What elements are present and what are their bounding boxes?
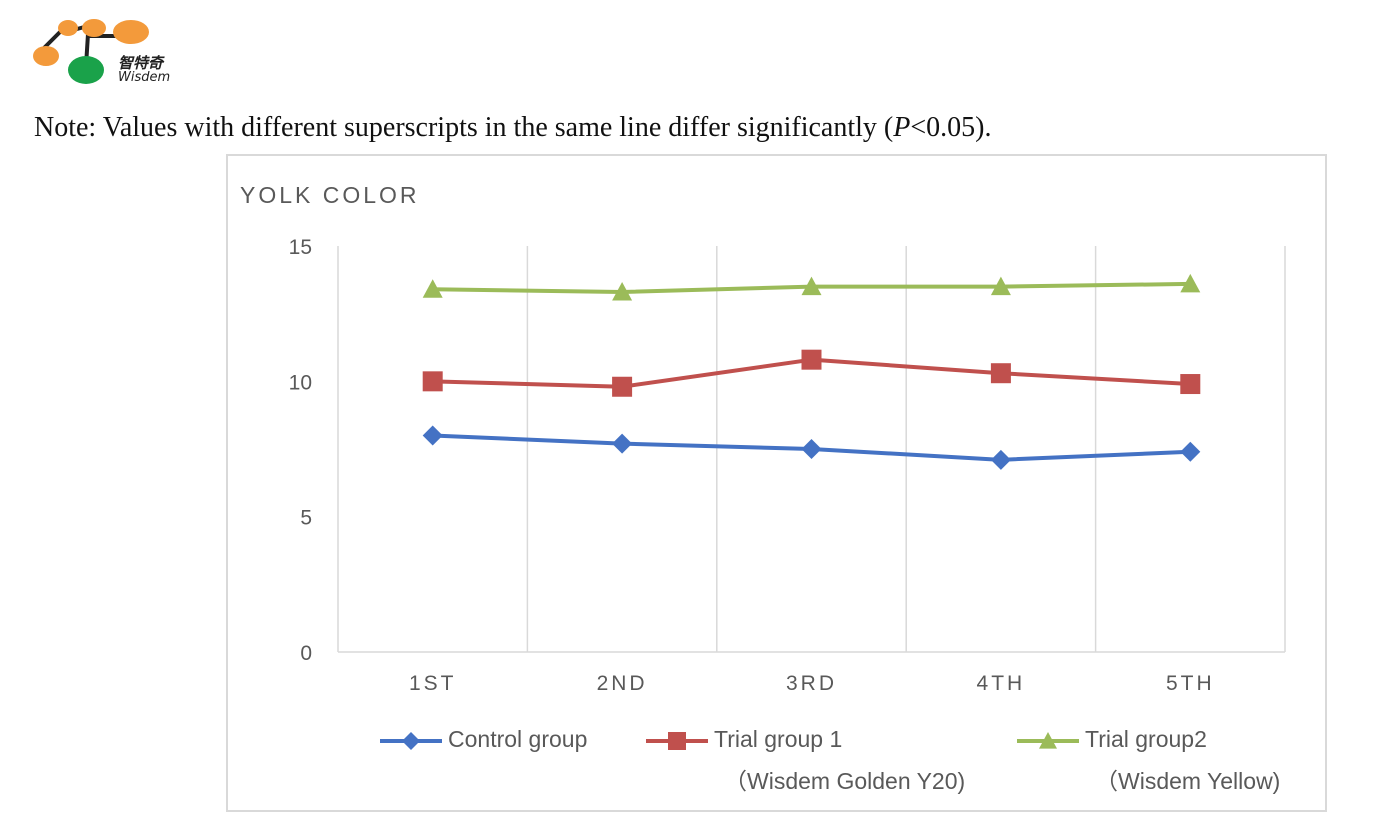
legend-sublabel: （Wisdem Golden Y20): [724, 768, 966, 794]
y-tick-label: 15: [289, 236, 312, 259]
legend-marker: [402, 732, 420, 750]
data-point-series-1: [422, 425, 443, 446]
x-tick-label: 3RD: [786, 672, 837, 695]
y-tick-label: 10: [289, 371, 312, 394]
data-point-series-3: [801, 276, 822, 296]
data-point-series-1: [801, 439, 822, 459]
data-point-series-2: [801, 349, 822, 370]
wisdem-logo: 智特奇 Wisdem: [28, 14, 198, 90]
legend-marker: [668, 732, 686, 750]
data-point-series-1: [1180, 441, 1201, 462]
legend-sublabel: （Wisdem Yellow): [1095, 768, 1281, 794]
yolk-color-line-chart: 0 5 10 15 1ST 2ND 3RD 4TH 5TH: [289, 236, 1286, 695]
legend-key-2: [646, 732, 708, 750]
x-tick-label: 5TH: [1166, 672, 1215, 695]
data-point-series-2: [612, 376, 633, 397]
legend-label: Control group: [448, 726, 588, 752]
note-prefix: Note: Values with different superscripts…: [34, 112, 894, 143]
data-point-series-3: [1180, 273, 1201, 293]
x-tick-label: 1ST: [409, 672, 457, 695]
legend-key-1: [380, 732, 442, 750]
legend-key-3: [1017, 732, 1079, 749]
data-point-series-2: [990, 363, 1011, 384]
note-suffix: <0.05).: [910, 112, 992, 143]
data-point-series-3: [990, 276, 1011, 296]
chart-title: YOLK COLOR: [240, 182, 420, 208]
y-tick-label: 0: [300, 642, 312, 665]
chart-legend: Control group Trial group 1 （Wisdem Golden…: [228, 726, 1325, 806]
data-point-series-1: [990, 449, 1011, 470]
significance-note: Note: Values with different superscripts…: [34, 112, 991, 144]
x-tick-label: 2ND: [597, 672, 648, 695]
data-point-series-2: [422, 371, 443, 392]
legend-label: Trial group2: [1085, 726, 1207, 752]
logo-text-cn: 智特奇: [118, 54, 164, 72]
legend-marker: [1039, 732, 1057, 749]
legend-label: Trial group 1: [714, 726, 843, 752]
data-point-series-3: [422, 279, 443, 298]
data-point-series-2: [1180, 374, 1201, 395]
y-tick-label: 5: [300, 507, 312, 530]
note-p-symbol: P: [893, 112, 911, 143]
logo-text-en: Wisdem: [118, 70, 171, 85]
chart-frame: YOLK COLOR 0 5 10 15 1ST 2ND 3RD 4TH 5TH Control…: [226, 154, 1327, 812]
data-point-series-1: [612, 433, 633, 454]
x-tick-label: 4TH: [977, 672, 1026, 695]
data-point-series-3: [612, 282, 633, 301]
